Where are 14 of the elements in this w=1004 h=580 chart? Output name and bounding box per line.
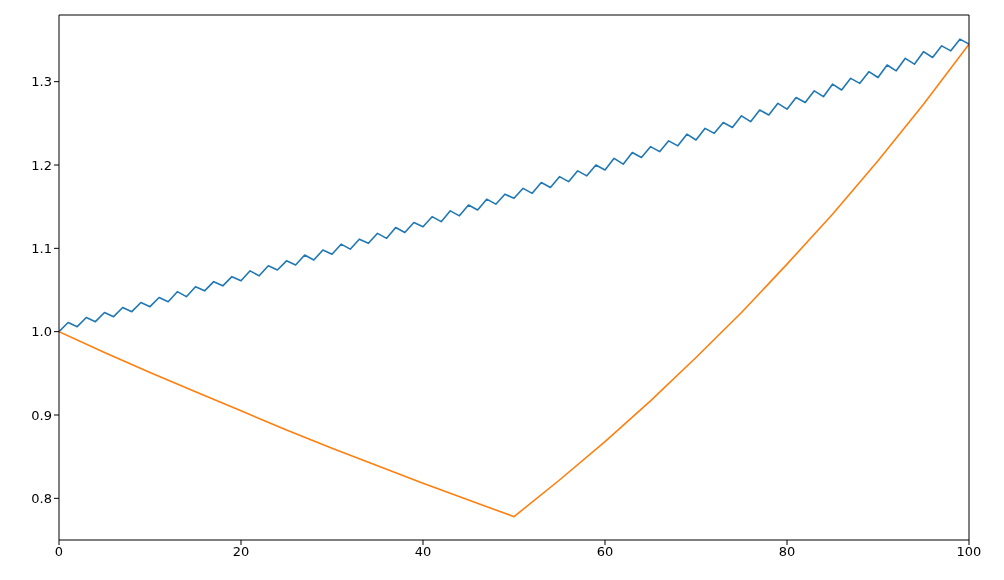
- line-series: [59, 43, 969, 518]
- x-tick-label: 60: [596, 544, 614, 560]
- x-tick-label: 0: [54, 544, 64, 560]
- y-tick-label: 0.8: [31, 490, 52, 506]
- x-tick-label: 40: [414, 544, 432, 560]
- y-tick-label: 1.1: [31, 240, 52, 256]
- y-tick-label: 1.3: [31, 74, 52, 90]
- x-tick-label: 80: [778, 544, 796, 560]
- y-tick-label: 1.2: [31, 157, 52, 173]
- y-tick-label: 0.9: [31, 407, 52, 423]
- x-tick-label: 20: [232, 544, 250, 560]
- x-tick-label: 100: [956, 544, 982, 560]
- line-series: [59, 38, 969, 333]
- y-tick-label: 1.0: [31, 324, 52, 340]
